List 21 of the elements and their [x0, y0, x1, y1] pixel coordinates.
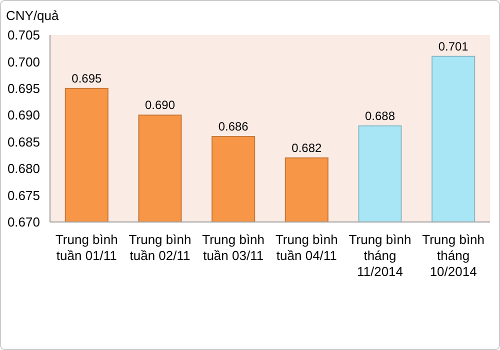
y-axis-title: CNY/quả: [6, 8, 60, 23]
y-tick-label: 0.680: [7, 161, 40, 176]
x-tick-label: Trung bình tuần 01/11: [55, 232, 118, 263]
y-tick-label: 0.675: [7, 188, 40, 203]
y-tick-label: 0.685: [7, 134, 40, 150]
x-tick-label: Trung bình tuần 03/11: [202, 232, 265, 263]
x-tick-label: Trung bình tuần 04/11: [275, 232, 338, 263]
y-tick-label: 0.700: [7, 54, 40, 70]
data-label: 0.688: [364, 108, 396, 123]
y-tick-label: 0.690: [7, 108, 40, 123]
y-tick-label: 0.705: [7, 28, 40, 43]
y-tick-label: 0.670: [7, 214, 40, 230]
x-tick-label: Trung bình tuần 02/11: [128, 232, 192, 263]
x-tick-label: Trung bình tháng 10/2014: [422, 232, 485, 279]
data-label: 0.701: [438, 39, 469, 54]
data-label: 0.695: [72, 71, 102, 86]
data-label: 0.690: [144, 98, 176, 112]
y-tick-label: 0.695: [7, 80, 40, 96]
data-label: 0.682: [292, 140, 322, 155]
x-tick-label: Trung bình tháng 11/2014: [348, 232, 412, 279]
data-label: 0.686: [218, 120, 249, 134]
